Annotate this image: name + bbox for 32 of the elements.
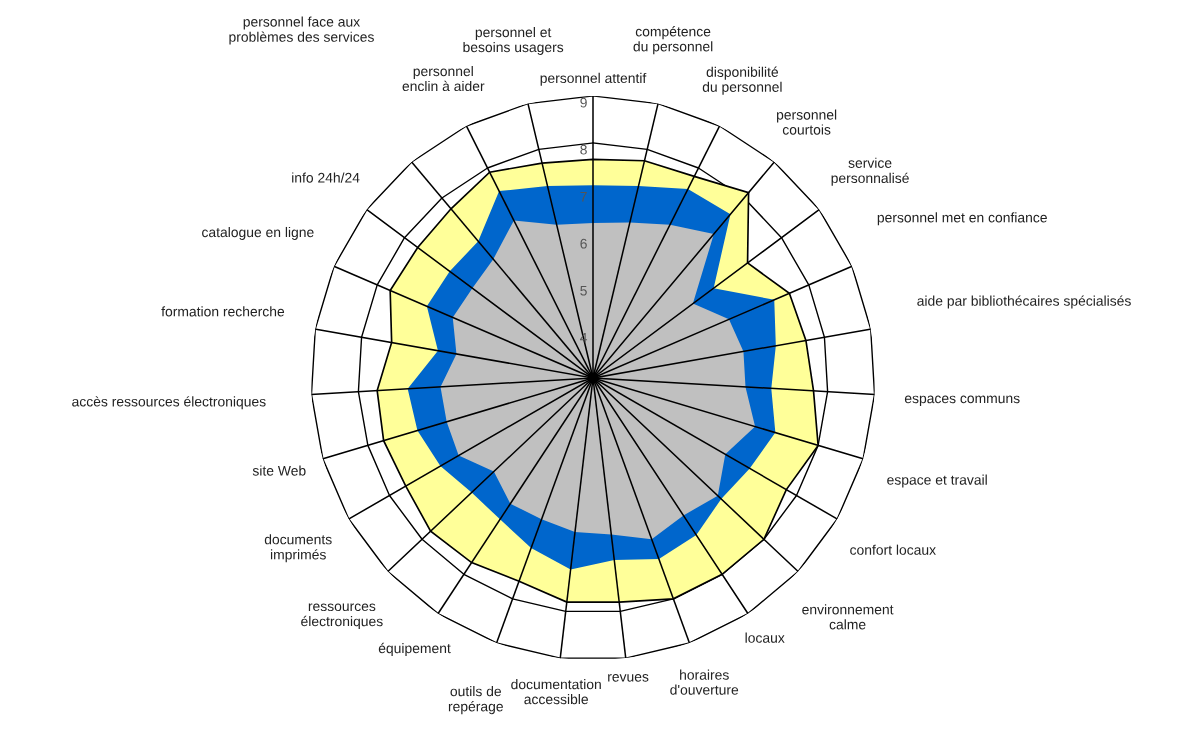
- spoke-label: outils de repérage: [448, 686, 503, 715]
- y-tick-label: 7: [580, 191, 587, 202]
- spoke-label: personnel courtois: [776, 109, 837, 135]
- spoke-label: personnel attentif: [540, 72, 647, 86]
- spoke-label: documents imprimés: [264, 534, 332, 563]
- spoke-label: espaces communs: [904, 395, 1020, 406]
- spoke-label: documentation accessible: [511, 679, 601, 705]
- spoke-label: disponibilité du personnel: [702, 66, 782, 95]
- y-tick-label: 9: [580, 97, 587, 108]
- spoke-label: aide par bibliothécaires spécialisés: [917, 295, 1131, 309]
- spoke-label: personnel face aux problèmes des services: [229, 16, 374, 45]
- y-tick-label: 6: [580, 238, 587, 249]
- spoke-label: équipement: [378, 642, 451, 656]
- spoke-label: info 24h/24: [292, 172, 360, 183]
- spoke-label: locaux: [745, 632, 785, 643]
- spoke-label: site Web: [252, 465, 306, 476]
- spoke-label: service personnalisé: [831, 157, 909, 186]
- spoke-label: personnel enclin à aider: [402, 65, 485, 92]
- spoke-label: accès ressources électroniques: [72, 396, 266, 410]
- spoke-label: revues: [608, 674, 649, 682]
- y-tick-label: 5: [580, 285, 587, 296]
- spoke-label: espace et travail: [887, 474, 987, 488]
- spoke-label: horaires d'ouverture: [670, 669, 739, 695]
- spoke-label: personnel met en confiance: [877, 212, 1047, 226]
- spoke-label: ressources électroniques: [301, 603, 383, 629]
- spoke-label: compétence du personnel: [633, 26, 713, 55]
- y-tick-label: 8: [580, 144, 587, 155]
- spoke-label: personnel et besoins usagers: [463, 27, 564, 55]
- spoke-label: environnement calme: [802, 604, 894, 630]
- spoke-label: formation recherche: [161, 306, 285, 317]
- spoke-label: catalogue en ligne: [202, 226, 314, 240]
- spoke-label: confort locaux: [850, 544, 936, 555]
